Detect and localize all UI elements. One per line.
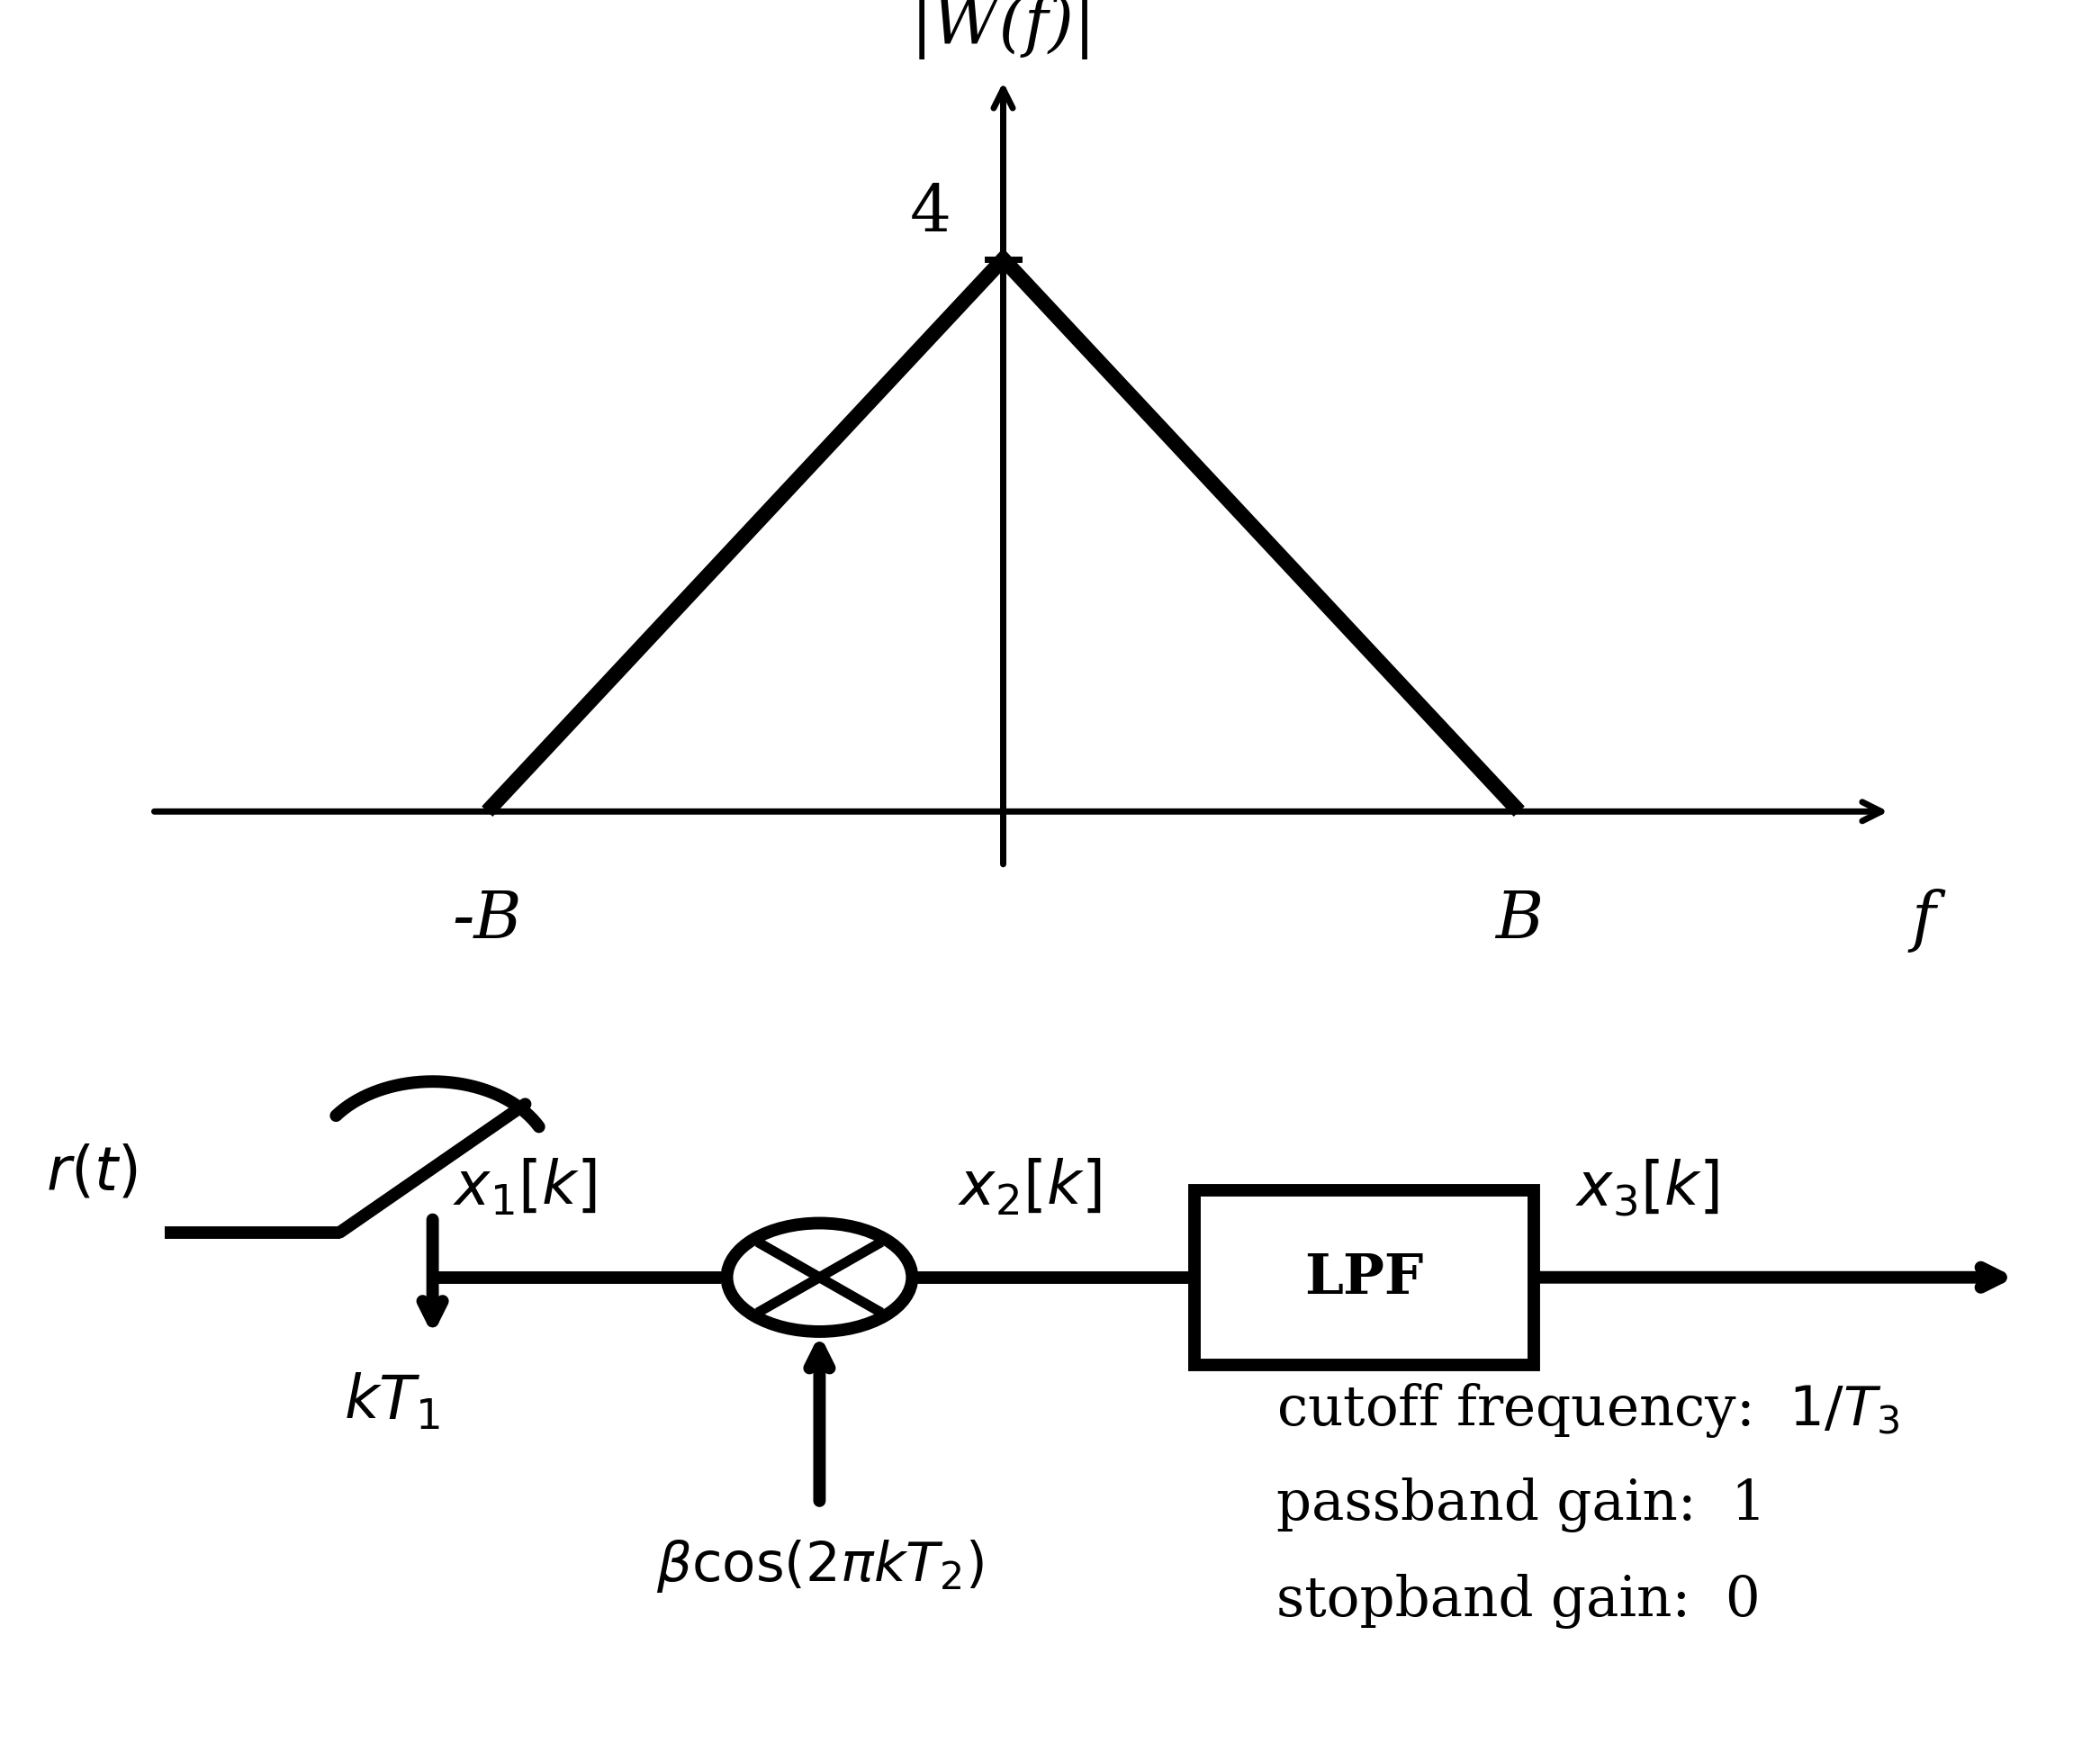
Text: $r(t)$: $r(t)$ bbox=[46, 1144, 136, 1202]
Text: $x_3[k]$: $x_3[k]$ bbox=[1575, 1158, 1718, 1218]
Text: f: f bbox=[1911, 888, 1936, 951]
Text: $\beta\mathrm{cos}(2\pi kT_2)$: $\beta\mathrm{cos}(2\pi kT_2)$ bbox=[655, 1536, 983, 1593]
Text: $kT_1$: $kT_1$ bbox=[344, 1371, 439, 1431]
Text: |W(f)|: |W(f)| bbox=[911, 0, 1096, 60]
Text: stopband gain:  0: stopband gain: 0 bbox=[1277, 1573, 1760, 1628]
Text: cutoff frequency:  $1/T_3$: cutoff frequency: $1/T_3$ bbox=[1277, 1380, 1900, 1438]
Bar bbox=[1195, 1191, 1533, 1366]
Text: LPF: LPF bbox=[1304, 1251, 1424, 1304]
Text: 4: 4 bbox=[909, 183, 951, 247]
Text: -B: -B bbox=[451, 888, 523, 951]
Text: B: B bbox=[1495, 888, 1544, 951]
Text: $x_2[k]$: $x_2[k]$ bbox=[958, 1158, 1100, 1218]
Text: passband gain:  1: passband gain: 1 bbox=[1277, 1477, 1766, 1531]
Text: $x_1[k]$: $x_1[k]$ bbox=[454, 1158, 596, 1218]
